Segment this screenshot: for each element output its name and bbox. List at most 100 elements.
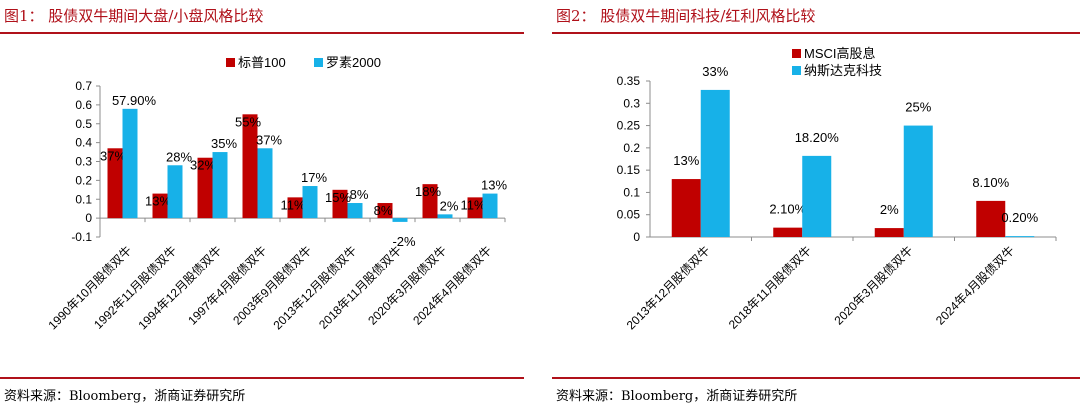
title-rule [552,32,1080,34]
data-label: 32% [190,158,216,173]
data-label: 2% [880,202,899,217]
data-label: 18% [415,184,441,199]
y-tick-label: 0.1 [75,192,92,206]
x-category-label: 2018年11月股债双牛 [725,243,814,332]
x-category-label: 2013年12月股债双牛 [270,243,360,333]
data-label: 2% [440,198,459,213]
bar-series2 [257,148,273,219]
bar-series2 [167,165,183,219]
data-label: 35% [211,136,237,151]
figure-title: 图2： 股债双牛期间科技/红利风格比较 [556,7,816,25]
y-tick-label: 0.3 [623,96,640,110]
y-tick-label: 0.05 [617,208,641,222]
bar-series1 [377,203,393,219]
x-category-label: 2013年12月股债双牛 [623,243,713,333]
data-label: 8% [374,203,393,218]
bar-chart-large-vs-small-cap: -0.100.10.20.30.40.50.60.71990年10月股债双牛19… [45,55,508,333]
bar-series1 [874,228,904,237]
data-label: 18.20% [795,130,840,145]
y-tick-label: 0.4 [75,136,92,150]
figure-title: 图1： 股债双牛期间大盘/小盘风格比较 [4,7,264,25]
source-rule [552,377,1080,379]
bar-series1 [152,193,168,219]
legend-swatch [226,58,235,67]
data-label: 8% [350,187,369,202]
y-tick-label: 0.2 [623,141,640,155]
x-category-label: 1990年10月股债双牛 [45,243,135,333]
y-tick-label: 0.15 [617,163,641,177]
bar-series2 [700,89,730,237]
y-tick-label: -0.1 [71,230,92,244]
bar-series1 [773,227,803,237]
data-label: 37% [256,132,282,147]
y-tick-label: 0 [85,211,92,225]
bar-series1 [197,157,213,219]
source-rule [0,377,524,379]
y-tick-label: 0.3 [75,155,92,169]
legend-label: 标普100 [238,55,286,70]
x-category-label: 1992年11月股债双牛 [90,243,179,332]
data-label: 55% [235,114,261,129]
data-label: 33% [702,64,728,79]
bar-series1 [671,179,701,237]
bar-series2 [802,155,832,237]
data-label: 11% [460,197,485,212]
legend-label: MSCI高股息 [804,46,876,61]
bar-series1 [467,197,483,219]
y-tick-label: 0 [633,230,640,244]
data-label: 13% [145,194,171,209]
data-label: 15% [325,190,351,205]
bar-series2 [1005,236,1035,238]
bar-series2 [437,214,453,219]
y-tick-label: 0.35 [617,74,641,88]
source-note: 资料来源：Bloomberg，浙商证券研究所 [556,389,798,404]
bar-series1 [242,114,258,219]
bar-series1 [976,200,1006,237]
legend-swatch [792,66,801,75]
bar-series1 [107,148,123,219]
data-label: 13% [673,153,699,168]
y-tick-label: 0.7 [75,79,92,93]
data-label: 17% [301,170,327,185]
data-label: 13% [481,178,507,193]
y-tick-label: 0.25 [617,119,641,133]
legend-label: 罗素2000 [326,55,381,70]
y-tick-label: 0.6 [75,98,92,112]
figure-panel-1: 图1： 股债双牛期间大盘/小盘风格比较 -0.1 0 0.1 0.2 0.3 0.4 0.5… [0,0,528,414]
title-rule [0,32,524,34]
x-category-label: 1994年12月股债双牛 [135,243,225,333]
bar-series2 [347,203,363,219]
x-category-label: 2003年9月股债双牛 [230,243,315,328]
figure-panel-2: 图2： 股债双牛期间科技/红利风格比较 0 0.05 0.1 0.15 0.2 0.25 0… [552,0,1080,414]
data-label: 57.90% [112,93,157,108]
y-tick-label: 0.2 [75,173,92,187]
legend-label: 纳斯达克科技 [804,63,882,78]
bar-series2 [482,193,498,219]
bar-series2 [302,186,318,219]
x-category-label: 2020年3月股债双牛 [831,243,916,328]
data-label: 28% [166,149,192,164]
x-category-label: 1997年4月股债双牛 [185,243,270,328]
x-category-label: 2018年11月股债双牛 [315,243,404,332]
data-label: -2% [392,234,416,249]
bar-series2 [392,218,408,222]
y-tick-label: 0.5 [75,117,92,131]
legend-swatch [314,58,323,67]
bar-series1 [332,189,348,219]
legend-swatch [792,49,801,58]
source-note: 资料来源：Bloomberg，浙商证券研究所 [4,389,246,404]
data-label: 37% [100,148,126,163]
data-label: 0.20% [1001,210,1038,225]
bar-series1 [422,184,438,219]
x-category-label: 2024年4月股债双牛 [932,243,1017,328]
bar-series1 [287,197,303,219]
y-tick-label: 0.1 [623,185,640,199]
x-category-label: 2020年3月股债双牛 [365,243,450,328]
data-label: 8.10% [972,175,1009,190]
bar-series2 [903,125,933,237]
data-label: 2.10% [769,202,806,217]
bar-series2 [122,108,138,219]
x-category-label: 2024年4月股债双牛 [410,243,495,328]
bar-series2 [212,152,228,219]
